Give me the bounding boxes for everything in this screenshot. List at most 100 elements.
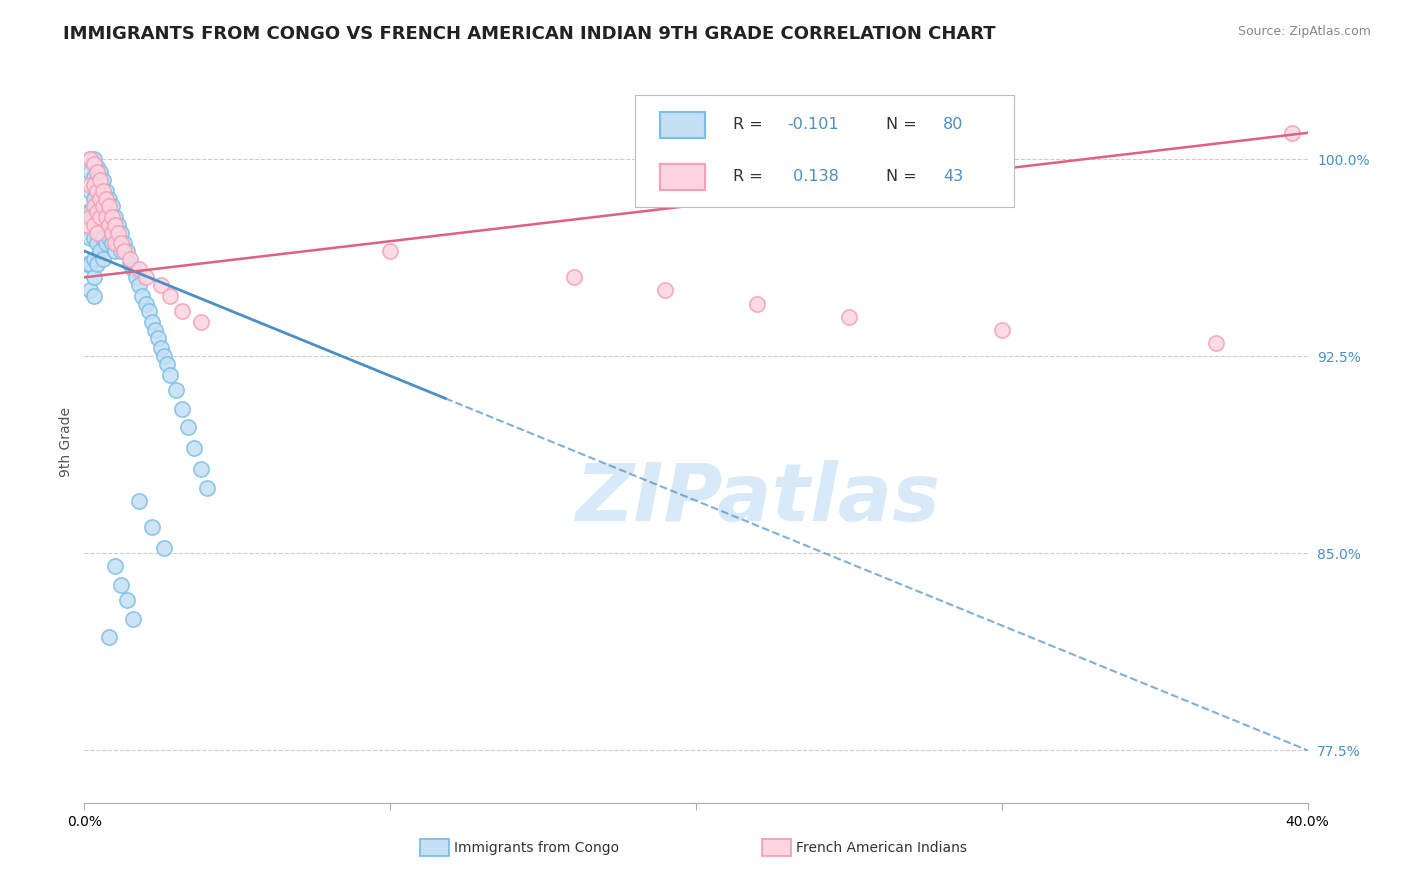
Point bbox=[79, 165, 101, 179]
Text: ZIPatlas: ZIPatlas bbox=[575, 460, 939, 539]
Point bbox=[104, 559, 127, 574]
Point bbox=[91, 184, 114, 198]
Point bbox=[122, 262, 145, 277]
Point bbox=[83, 210, 105, 224]
Point bbox=[94, 236, 117, 251]
Point bbox=[79, 257, 101, 271]
Point bbox=[86, 178, 108, 193]
Point bbox=[172, 401, 194, 416]
Point bbox=[110, 244, 132, 258]
Point bbox=[86, 165, 108, 179]
Point bbox=[86, 218, 108, 232]
Point bbox=[172, 304, 194, 318]
Point bbox=[104, 244, 127, 258]
Point bbox=[89, 184, 111, 198]
Point bbox=[79, 152, 101, 166]
Text: 43: 43 bbox=[943, 169, 963, 185]
Point bbox=[83, 218, 105, 232]
FancyBboxPatch shape bbox=[661, 164, 704, 190]
Point bbox=[101, 218, 124, 232]
Y-axis label: 9th Grade: 9th Grade bbox=[59, 407, 73, 476]
Point bbox=[86, 226, 108, 240]
Point bbox=[120, 257, 142, 271]
Point bbox=[89, 192, 111, 206]
Point bbox=[141, 520, 163, 534]
Point bbox=[190, 315, 212, 329]
Point bbox=[138, 304, 160, 318]
Point bbox=[101, 210, 124, 224]
Point bbox=[159, 289, 181, 303]
Point bbox=[83, 178, 105, 193]
Point bbox=[107, 226, 129, 240]
Point bbox=[104, 226, 127, 240]
Point bbox=[101, 236, 124, 251]
Point bbox=[83, 199, 105, 213]
Point bbox=[120, 252, 142, 266]
Point bbox=[83, 252, 105, 266]
Point bbox=[89, 226, 111, 240]
Point bbox=[79, 204, 101, 219]
Point bbox=[79, 231, 101, 245]
Point bbox=[115, 244, 138, 258]
Point bbox=[107, 236, 129, 251]
Point bbox=[79, 152, 101, 166]
Point bbox=[177, 420, 200, 434]
Point bbox=[153, 541, 176, 555]
Point bbox=[86, 160, 108, 174]
Point bbox=[83, 170, 105, 185]
Point bbox=[104, 236, 127, 251]
Point bbox=[1281, 126, 1303, 140]
Point bbox=[91, 210, 114, 224]
Point bbox=[89, 244, 111, 258]
Point bbox=[83, 270, 105, 285]
Point bbox=[86, 257, 108, 271]
Point bbox=[654, 284, 676, 298]
Point bbox=[747, 296, 769, 310]
Point bbox=[86, 204, 108, 219]
Point bbox=[89, 165, 111, 179]
Point bbox=[94, 218, 117, 232]
Point bbox=[112, 236, 135, 251]
Point bbox=[86, 236, 108, 251]
Point bbox=[1205, 336, 1227, 351]
Point bbox=[838, 310, 860, 324]
Point bbox=[131, 289, 153, 303]
Point bbox=[128, 278, 150, 293]
Point bbox=[115, 593, 138, 607]
Point bbox=[183, 441, 205, 455]
Point bbox=[83, 152, 105, 166]
Point bbox=[107, 218, 129, 232]
Point bbox=[101, 226, 124, 240]
Point bbox=[76, 257, 98, 271]
Point bbox=[101, 199, 124, 213]
Point bbox=[135, 296, 157, 310]
Point bbox=[562, 270, 585, 285]
Point bbox=[89, 173, 111, 187]
Text: French American Indians: French American Indians bbox=[796, 840, 967, 855]
Text: Immigrants from Congo: Immigrants from Congo bbox=[454, 840, 619, 855]
Point bbox=[143, 323, 166, 337]
Text: IMMIGRANTS FROM CONGO VS FRENCH AMERICAN INDIAN 9TH GRADE CORRELATION CHART: IMMIGRANTS FROM CONGO VS FRENCH AMERICAN… bbox=[63, 25, 995, 43]
FancyBboxPatch shape bbox=[636, 95, 1014, 207]
Point bbox=[79, 184, 101, 198]
Point bbox=[83, 157, 105, 171]
Point bbox=[110, 226, 132, 240]
Point bbox=[79, 210, 101, 224]
Point bbox=[104, 218, 127, 232]
Text: N =: N = bbox=[886, 169, 921, 185]
Point bbox=[195, 481, 218, 495]
Point bbox=[149, 341, 172, 355]
FancyBboxPatch shape bbox=[661, 112, 704, 137]
Point bbox=[149, 278, 172, 293]
Point bbox=[159, 368, 181, 382]
Point bbox=[128, 262, 150, 277]
Point bbox=[94, 184, 117, 198]
Text: Source: ZipAtlas.com: Source: ZipAtlas.com bbox=[1237, 25, 1371, 38]
Text: 0.138: 0.138 bbox=[787, 169, 838, 185]
Point bbox=[156, 357, 179, 371]
Point bbox=[190, 462, 212, 476]
Point bbox=[79, 178, 101, 193]
Point bbox=[91, 199, 114, 213]
Point bbox=[122, 612, 145, 626]
Point bbox=[76, 204, 98, 219]
